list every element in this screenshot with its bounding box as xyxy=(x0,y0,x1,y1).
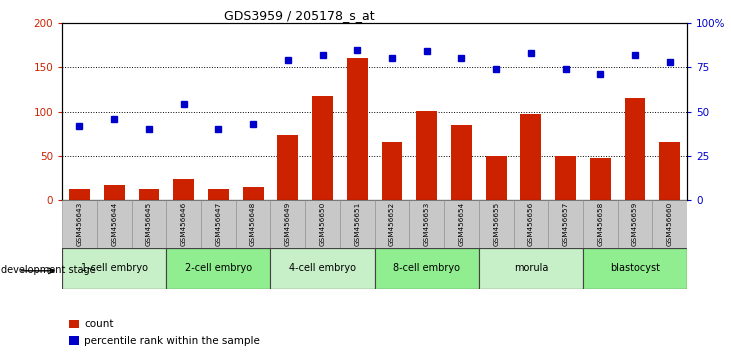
Bar xyxy=(374,248,479,289)
Text: 2-cell embryo: 2-cell embryo xyxy=(185,263,252,273)
Text: count: count xyxy=(84,319,113,329)
Bar xyxy=(618,200,652,248)
Text: GSM456651: GSM456651 xyxy=(355,202,360,246)
Bar xyxy=(69,188,90,200)
Bar xyxy=(347,58,368,200)
Text: morula: morula xyxy=(514,263,548,273)
Text: 1-cell embryo: 1-cell embryo xyxy=(80,263,148,273)
Text: GSM456652: GSM456652 xyxy=(389,202,395,246)
Bar xyxy=(132,200,166,248)
Text: GSM456644: GSM456644 xyxy=(111,202,117,246)
Bar xyxy=(590,158,610,200)
Bar xyxy=(312,96,333,200)
Text: GSM456655: GSM456655 xyxy=(493,202,499,246)
Bar xyxy=(444,200,479,248)
Bar xyxy=(451,125,471,200)
Text: percentile rank within the sample: percentile rank within the sample xyxy=(84,336,260,346)
Text: GSM456656: GSM456656 xyxy=(528,202,534,246)
Bar xyxy=(583,200,618,248)
Bar xyxy=(416,110,437,200)
Bar xyxy=(624,98,645,200)
Text: GSM456646: GSM456646 xyxy=(181,202,186,246)
Text: 4-cell embryo: 4-cell embryo xyxy=(289,263,356,273)
Bar xyxy=(270,248,375,289)
Text: GSM456657: GSM456657 xyxy=(563,202,569,246)
Bar xyxy=(96,200,132,248)
Text: GSM456648: GSM456648 xyxy=(250,202,256,246)
Text: GSM456659: GSM456659 xyxy=(632,202,638,246)
Bar xyxy=(485,156,507,200)
Bar xyxy=(583,248,687,289)
Text: GSM456649: GSM456649 xyxy=(285,202,291,246)
Bar xyxy=(208,188,229,200)
Bar xyxy=(277,135,298,200)
Bar xyxy=(270,200,306,248)
Bar xyxy=(167,200,201,248)
Bar xyxy=(201,200,235,248)
Bar xyxy=(409,200,444,248)
Bar xyxy=(306,200,340,248)
Bar xyxy=(173,179,194,200)
Text: 8-cell embryo: 8-cell embryo xyxy=(393,263,461,273)
Text: GSM456645: GSM456645 xyxy=(146,202,152,246)
Bar xyxy=(479,248,583,289)
Bar xyxy=(382,142,402,200)
Text: GSM456660: GSM456660 xyxy=(667,202,673,246)
Title: GDS3959 / 205178_s_at: GDS3959 / 205178_s_at xyxy=(224,9,375,22)
Bar xyxy=(138,188,159,200)
Text: development stage: development stage xyxy=(1,265,96,275)
Text: GSM456643: GSM456643 xyxy=(77,202,83,246)
Text: blastocyst: blastocyst xyxy=(610,263,660,273)
Bar xyxy=(62,248,167,289)
Text: GSM456653: GSM456653 xyxy=(424,202,430,246)
Bar xyxy=(556,156,576,200)
Bar xyxy=(235,200,270,248)
Bar xyxy=(104,185,124,200)
Bar xyxy=(513,200,548,248)
Bar xyxy=(167,248,270,289)
Bar xyxy=(548,200,583,248)
Bar xyxy=(520,114,541,200)
Text: GSM456650: GSM456650 xyxy=(319,202,325,246)
Bar xyxy=(374,200,409,248)
Text: GSM456658: GSM456658 xyxy=(597,202,603,246)
Text: GSM456654: GSM456654 xyxy=(458,202,464,246)
Bar xyxy=(62,200,96,248)
Bar xyxy=(659,142,680,200)
Text: GSM456647: GSM456647 xyxy=(216,202,221,246)
Bar xyxy=(479,200,513,248)
Bar xyxy=(340,200,374,248)
Bar xyxy=(243,187,263,200)
Bar xyxy=(652,200,687,248)
